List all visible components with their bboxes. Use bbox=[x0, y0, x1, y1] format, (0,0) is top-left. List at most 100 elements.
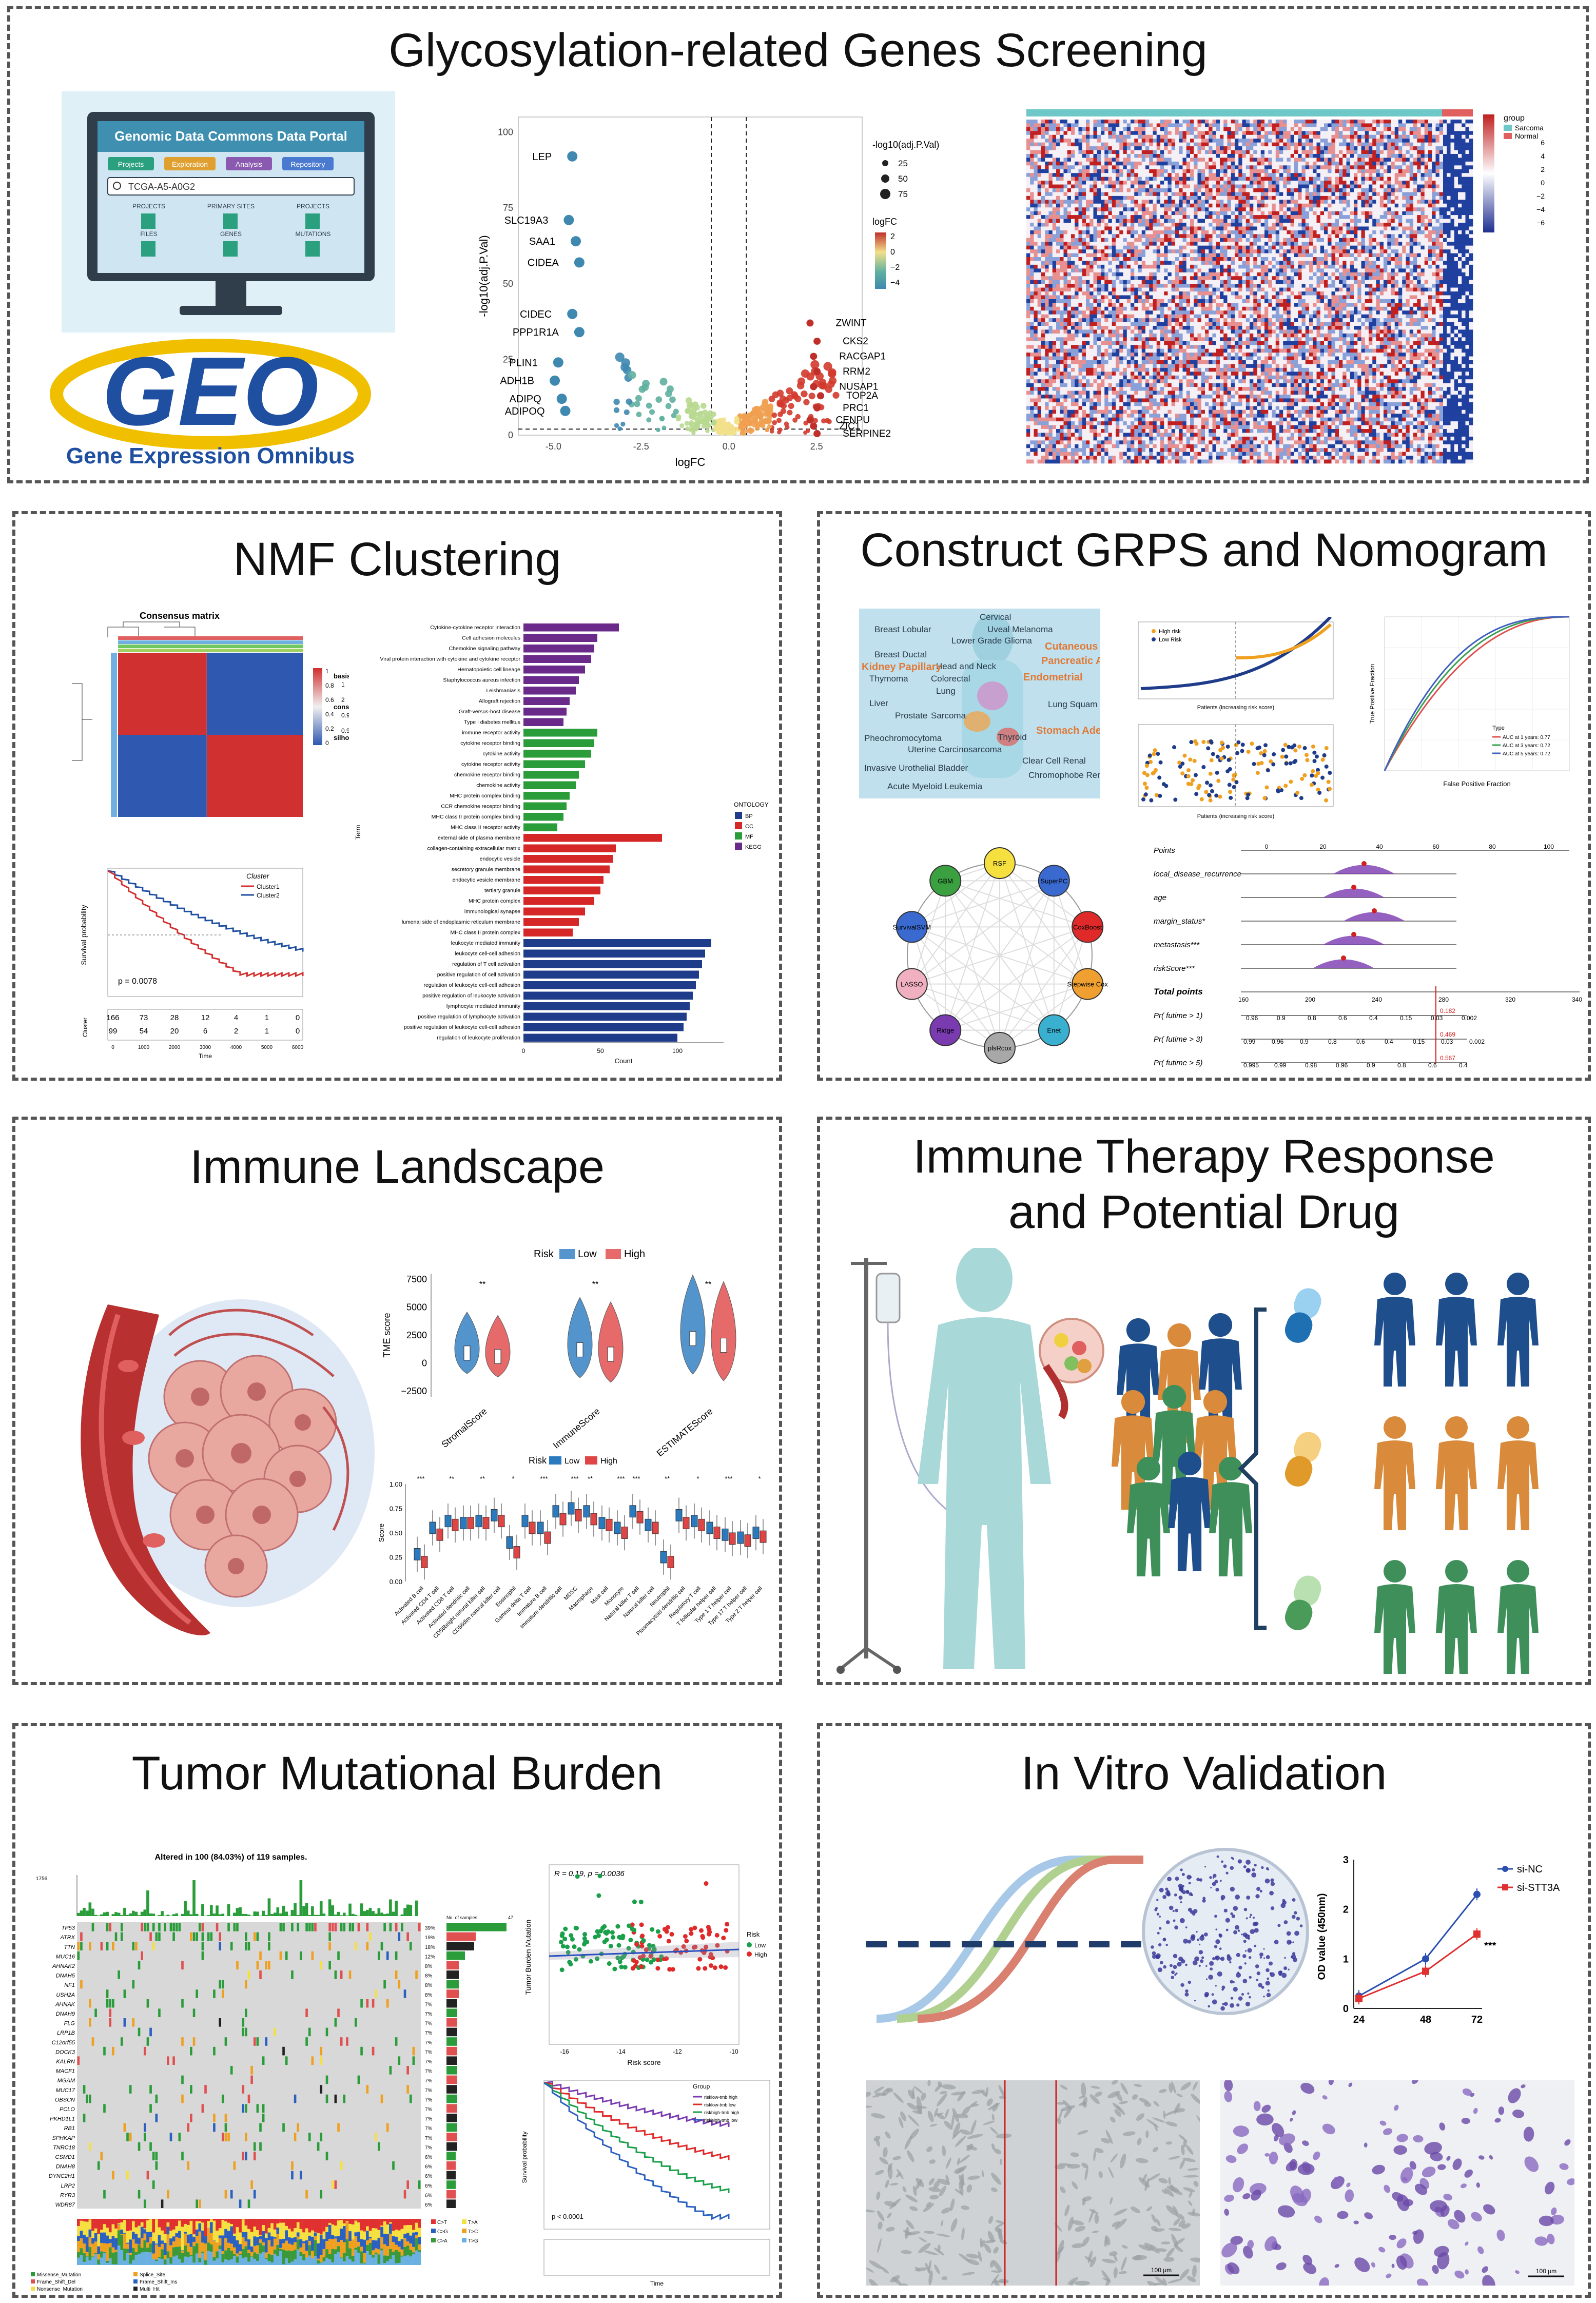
heatmap-cell bbox=[1201, 169, 1205, 173]
gene-label: SLC19A3 bbox=[504, 215, 549, 226]
heatmap-cell bbox=[1242, 173, 1247, 177]
heatmap-cell bbox=[1052, 249, 1057, 253]
volcano-xtick: -2.5 bbox=[633, 441, 649, 452]
heatmap-cell bbox=[1112, 165, 1116, 170]
heatmap-cell bbox=[1097, 257, 1101, 261]
heatmap-cell bbox=[1086, 207, 1090, 211]
heatmap-cell bbox=[1131, 177, 1135, 181]
heatmap-cell bbox=[1447, 146, 1451, 150]
heatmap-cell bbox=[1294, 257, 1298, 261]
heatmap-cell bbox=[1227, 249, 1232, 253]
heatmap-cell bbox=[1126, 192, 1131, 197]
heatmap-cell bbox=[1037, 158, 1042, 162]
heatmap-cell bbox=[1186, 238, 1191, 242]
heatmap-cell bbox=[1223, 146, 1228, 150]
heatmap-cell bbox=[1417, 173, 1421, 177]
heatmap-cell bbox=[1119, 188, 1123, 192]
heatmap-cell bbox=[1257, 169, 1261, 173]
heatmap-cell bbox=[1379, 192, 1384, 197]
heatmap-cell bbox=[1309, 184, 1313, 189]
heatmap-cell bbox=[1331, 142, 1336, 147]
heatmap-cell bbox=[1238, 238, 1242, 242]
heatmap-cell bbox=[1026, 120, 1030, 124]
heatmap-cell bbox=[1394, 154, 1399, 158]
heatmap-cell bbox=[1097, 196, 1101, 200]
heatmap-cell bbox=[1331, 150, 1336, 154]
heatmap-cell bbox=[1093, 196, 1098, 200]
heatmap-cell bbox=[1231, 196, 1235, 200]
heatmap-cell bbox=[1372, 253, 1376, 258]
heatmap-cell bbox=[1250, 158, 1254, 162]
heatmap-cell bbox=[1071, 146, 1075, 150]
heatmap-cell bbox=[1294, 169, 1298, 173]
heatmap-cell bbox=[1328, 131, 1332, 135]
heatmap-cell bbox=[1194, 257, 1198, 261]
heatmap-cell bbox=[1030, 150, 1034, 154]
heatmap-cell bbox=[1160, 242, 1164, 246]
heatmap-cell bbox=[1335, 150, 1339, 154]
heatmap-cell bbox=[1101, 203, 1105, 208]
heatmap-cell bbox=[1324, 181, 1328, 185]
heatmap-cell bbox=[1116, 245, 1120, 250]
heatmap-cell bbox=[1264, 207, 1269, 211]
heatmap-cell bbox=[1082, 120, 1086, 124]
heatmap-cell bbox=[1301, 158, 1306, 162]
heatmap-cell bbox=[1175, 257, 1179, 261]
heatmap-cell bbox=[1450, 226, 1455, 231]
heatmap-cell bbox=[1335, 245, 1339, 250]
heatmap-cell bbox=[1030, 139, 1034, 143]
heatmap-cell bbox=[1126, 203, 1131, 208]
heatmap-cell bbox=[1279, 207, 1283, 211]
heatmap-cell bbox=[1324, 238, 1328, 242]
heatmap-cell bbox=[1313, 127, 1317, 131]
volcano-ytick: 100 bbox=[498, 127, 513, 138]
heatmap-cell bbox=[1116, 127, 1120, 131]
heatmap-cell bbox=[1089, 215, 1094, 219]
heatmap-cell bbox=[1045, 264, 1049, 269]
heatmap-cell bbox=[1387, 150, 1391, 154]
heatmap-cell bbox=[1223, 169, 1228, 173]
heatmap-cell bbox=[1469, 131, 1473, 135]
heatmap-cell bbox=[1253, 200, 1257, 204]
heatmap-cell bbox=[1171, 261, 1176, 265]
heatmap-cell bbox=[1160, 261, 1164, 265]
heatmap-cell bbox=[1126, 219, 1131, 223]
heatmap-cell bbox=[1324, 226, 1328, 231]
heatmap-cell bbox=[1134, 257, 1138, 261]
heatmap-cell bbox=[1313, 196, 1317, 200]
heatmap-cell bbox=[1245, 249, 1250, 253]
heatmap-cell bbox=[1145, 134, 1150, 139]
heatmap-cell bbox=[1413, 192, 1417, 197]
heatmap-cell bbox=[1119, 219, 1123, 223]
volcano-point bbox=[784, 421, 789, 426]
heatmap-cell bbox=[1331, 207, 1336, 211]
heatmap-cell bbox=[1376, 161, 1380, 166]
heatmap-cell bbox=[1220, 234, 1224, 239]
heatmap-cell bbox=[1357, 123, 1361, 128]
heatmap-cell bbox=[1272, 215, 1276, 219]
heatmap-cell bbox=[1357, 223, 1361, 227]
heatmap-cell bbox=[1149, 230, 1153, 235]
heatmap-cell bbox=[1116, 234, 1120, 239]
heatmap-cell bbox=[1209, 139, 1213, 143]
heatmap-cell bbox=[1462, 131, 1466, 135]
heatmap-cell bbox=[1424, 234, 1429, 239]
heatmap-cell bbox=[1075, 161, 1079, 166]
heatmap-cell bbox=[1279, 184, 1283, 189]
heatmap-cell bbox=[1443, 200, 1447, 204]
heatmap-cell bbox=[1141, 257, 1146, 261]
heatmap-cell bbox=[1242, 188, 1247, 192]
heatmap-cell bbox=[1026, 146, 1030, 150]
heatmap-cell bbox=[1145, 154, 1150, 158]
heatmap-cell bbox=[1182, 123, 1187, 128]
heatmap-cell bbox=[1197, 223, 1202, 227]
heatmap-cell bbox=[1257, 184, 1261, 189]
heatmap-cell bbox=[1309, 261, 1313, 265]
heatmap-cell bbox=[1104, 230, 1108, 235]
heatmap-cell bbox=[1134, 245, 1138, 250]
heatmap-cell bbox=[1063, 127, 1068, 131]
heatmap-cell bbox=[1458, 219, 1462, 223]
heatmap-cell bbox=[1216, 196, 1220, 200]
heatmap-cell bbox=[1075, 169, 1079, 173]
heatmap-cell bbox=[1313, 249, 1317, 253]
